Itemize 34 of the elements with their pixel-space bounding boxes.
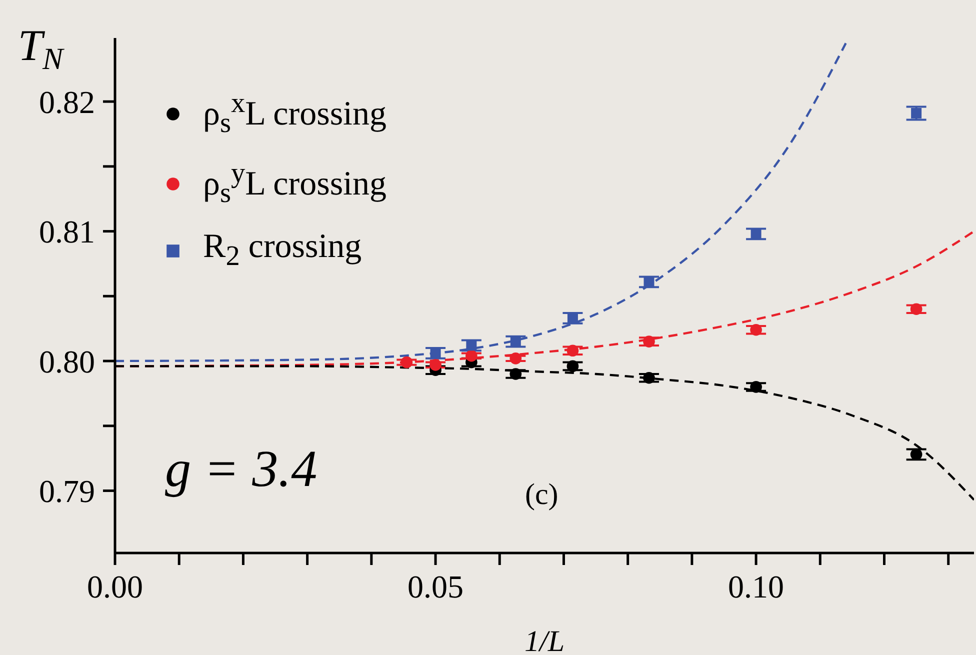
point	[643, 372, 655, 384]
y-axis-title: T$_{N}$	[18, 21, 64, 76]
point	[510, 352, 522, 364]
point	[566, 360, 579, 372]
point	[400, 356, 413, 368]
point	[466, 340, 477, 351]
y-tick-label: 0.80	[39, 343, 95, 380]
legend-label: R$_{2}$ crossing	[203, 228, 362, 274]
point	[510, 368, 522, 380]
legend-label: ρ$_{s}$$^{y}$L crossing	[203, 158, 387, 210]
point	[510, 336, 521, 347]
point	[430, 358, 442, 371]
annotation: g = 3.4	[165, 440, 318, 499]
point	[750, 381, 762, 393]
y-tick-label: 0.81	[39, 214, 95, 250]
point	[910, 448, 922, 460]
y-tick-label: 0.79	[39, 473, 95, 510]
point	[430, 348, 441, 358]
point	[643, 336, 655, 348]
point	[910, 303, 922, 316]
point	[566, 344, 579, 357]
x-tick-label: 0.00	[87, 568, 143, 605]
point	[644, 276, 654, 288]
point	[911, 108, 922, 118]
x-tick-label: 0.10	[728, 568, 784, 605]
point	[750, 324, 762, 336]
point	[466, 350, 478, 362]
point	[750, 228, 762, 240]
x-tick-label: 0.05	[408, 568, 464, 605]
legend-label: ρ$_{s}$$^{x}$L crossing	[203, 88, 387, 140]
annotation: (c)	[525, 478, 558, 512]
x-axis-title: 1/L	[524, 625, 565, 655]
point	[567, 312, 578, 324]
y-tick-label: 0.82	[39, 84, 95, 120]
